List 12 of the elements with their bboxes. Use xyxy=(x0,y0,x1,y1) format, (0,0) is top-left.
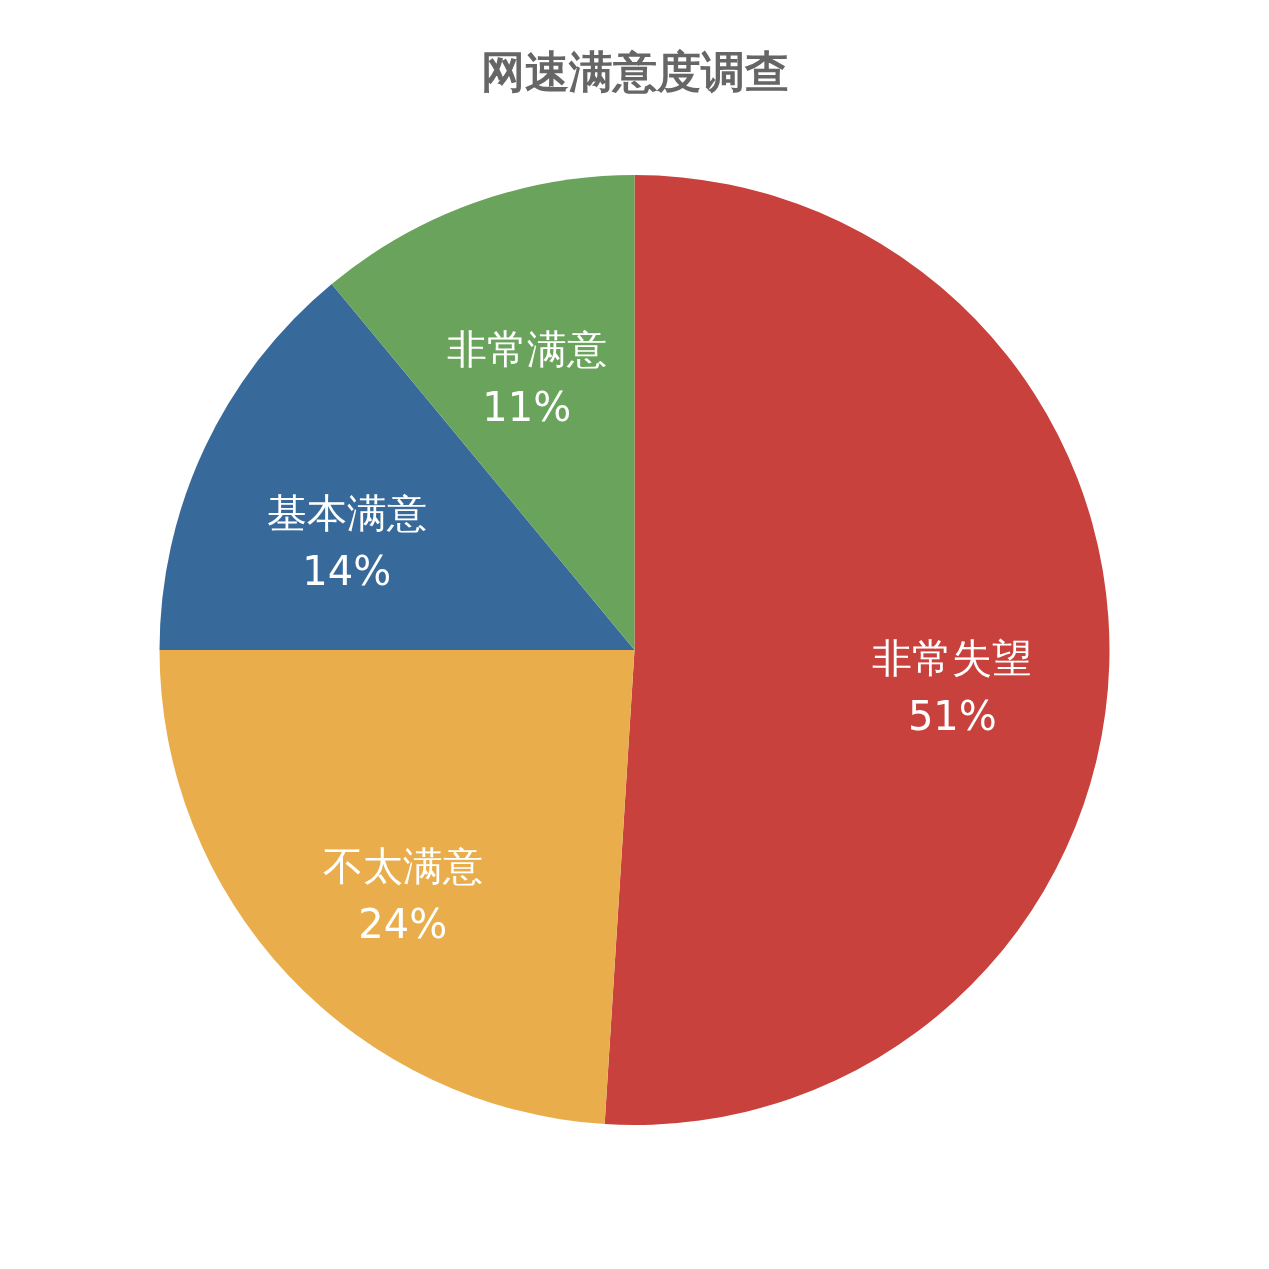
data-label: 11% xyxy=(482,383,572,430)
slice-label: 基本满意 xyxy=(266,489,427,536)
pie-slice xyxy=(604,175,1110,1125)
data-label: 14% xyxy=(302,547,392,594)
slice-label: 非常失望 xyxy=(872,634,1033,681)
data-label: 24% xyxy=(358,900,448,947)
slice-label: 不太满意 xyxy=(322,842,483,889)
data-label: 51% xyxy=(907,692,997,739)
pie-slice xyxy=(159,284,635,650)
slice-label: 非常满意 xyxy=(446,325,607,372)
pie-slice xyxy=(159,650,635,1125)
chart-title: 网速满意度调查 xyxy=(480,46,789,97)
